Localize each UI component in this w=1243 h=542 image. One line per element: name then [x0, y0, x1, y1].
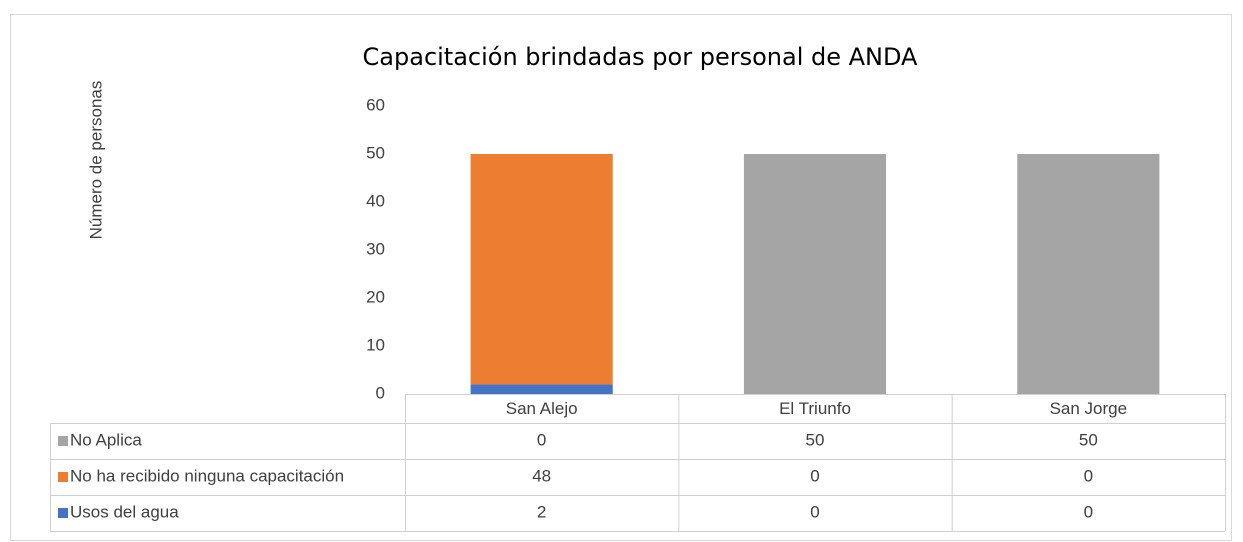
x-tick-label: San Jorge [1050, 399, 1128, 418]
bar-segment [470, 384, 613, 394]
table-value: 50 [1079, 430, 1098, 449]
table-value: 50 [806, 430, 825, 449]
y-axis-label: Número de personas [86, 81, 105, 240]
table-value: 0 [1084, 502, 1093, 521]
table-value: 0 [1084, 466, 1093, 485]
table-value: 0 [810, 502, 819, 521]
table-value: 48 [532, 466, 551, 485]
y-tick-label: 50 [366, 143, 385, 162]
bar-segment [743, 154, 887, 394]
legend-label: No Aplica [70, 430, 142, 449]
y-tick-label: 0 [376, 383, 385, 402]
x-tick-label: El Triunfo [779, 399, 851, 418]
legend-swatch [58, 472, 68, 482]
table-value: 2 [537, 502, 546, 521]
table-value: 0 [810, 466, 819, 485]
x-tick-label: San Alejo [506, 399, 578, 418]
y-tick-label: 20 [366, 287, 385, 306]
bar-segment [1017, 154, 1160, 394]
bar-segment [470, 154, 613, 385]
legend-swatch [58, 436, 68, 446]
legend-swatch [58, 508, 68, 518]
y-tick-label: 30 [366, 239, 385, 258]
table-value: 0 [537, 430, 546, 449]
legend-label: No ha recibido ninguna capacitación [70, 466, 344, 485]
y-tick-label: 10 [366, 335, 385, 354]
y-tick-label: 60 [366, 95, 385, 114]
legend-label: Usos del agua [70, 502, 179, 521]
chart-title: Capacitación brindadas por personal de A… [363, 43, 919, 71]
y-tick-label: 40 [366, 191, 385, 210]
